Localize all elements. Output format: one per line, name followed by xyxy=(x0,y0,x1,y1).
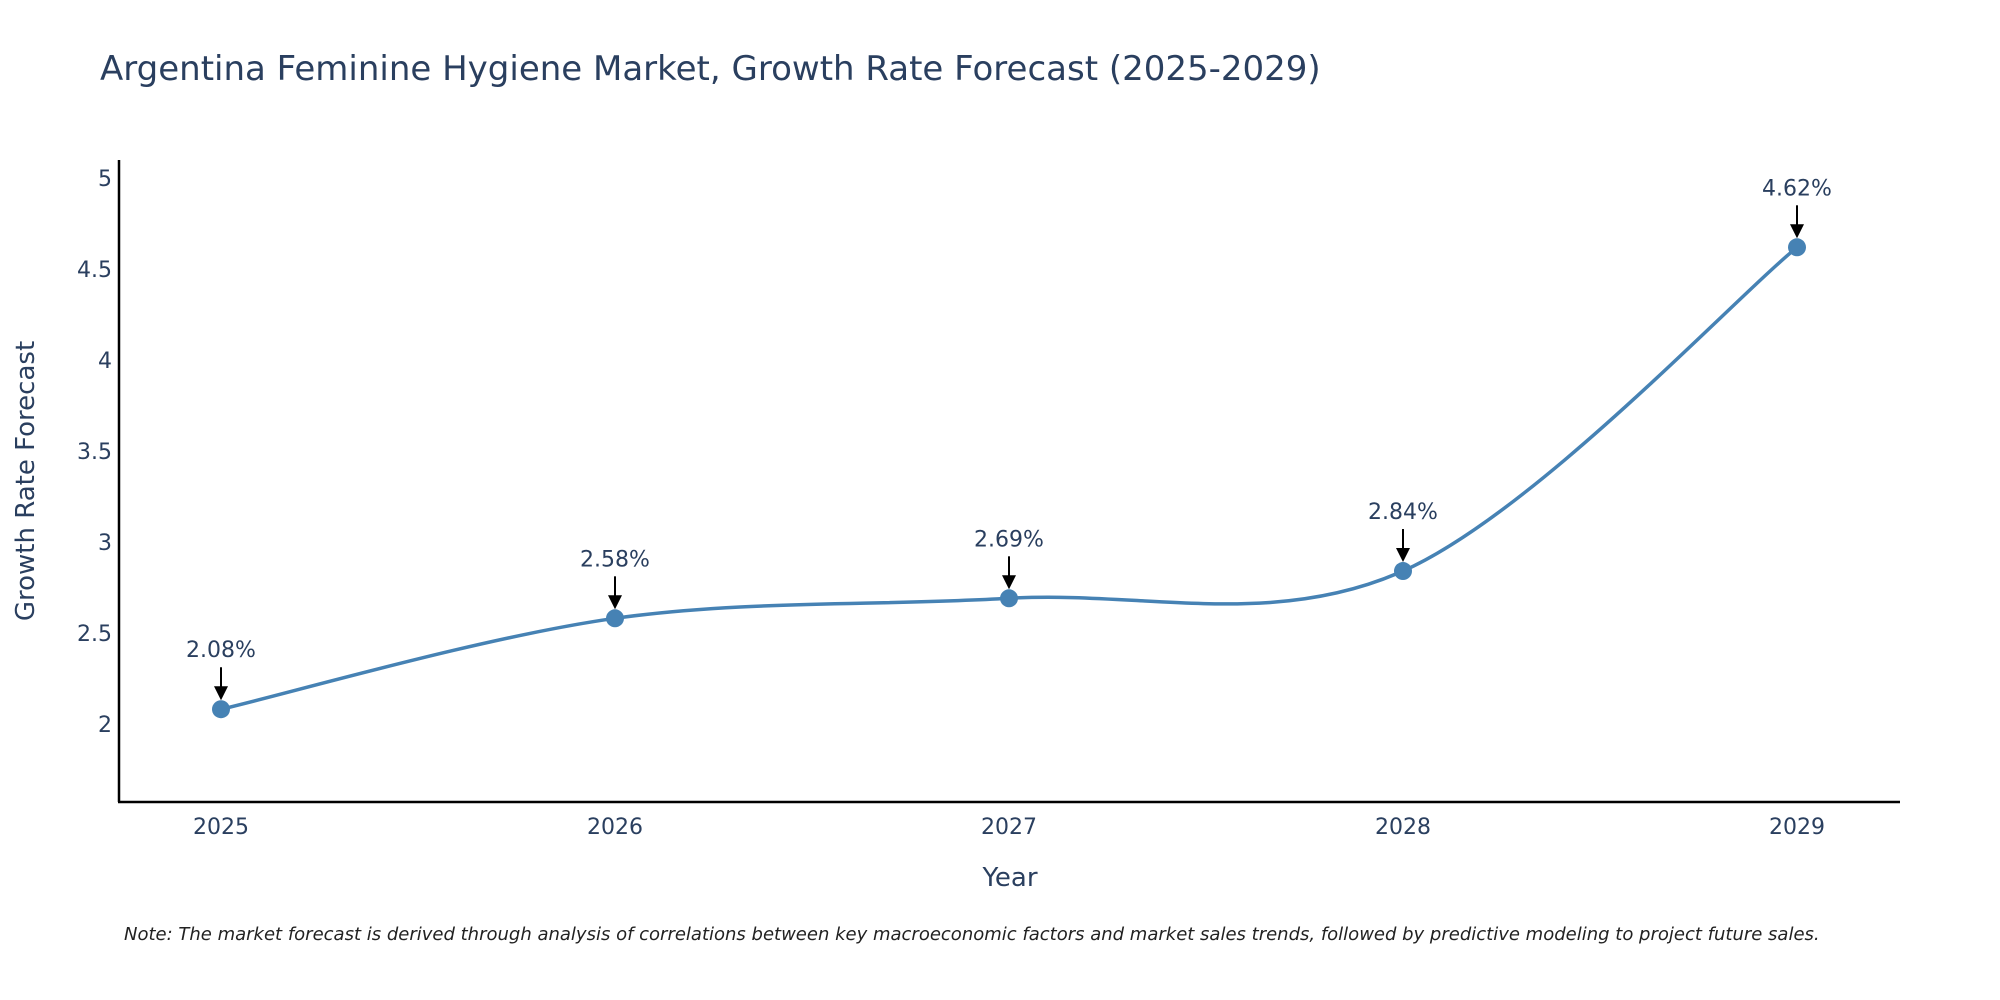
x-tick-label: 2027 xyxy=(981,815,1037,840)
y-tick-label: 2.5 xyxy=(77,622,112,647)
x-tick-label: 2025 xyxy=(193,815,249,840)
data-label: 2.58% xyxy=(580,547,650,572)
y-tick-label: 4.5 xyxy=(77,258,112,283)
annotation-arrow-head xyxy=(608,595,622,610)
y-tick-label: 3 xyxy=(98,531,112,556)
data-points xyxy=(212,238,1806,719)
data-point-marker xyxy=(212,700,230,719)
annotation-arrow-head xyxy=(1002,575,1016,590)
data-point-marker xyxy=(1788,238,1806,257)
y-tick-label: 2 xyxy=(98,713,112,738)
x-tick-label: 2028 xyxy=(1375,815,1431,840)
annotation-arrow-head xyxy=(1396,548,1410,563)
data-label: 2.69% xyxy=(974,527,1044,552)
series-line xyxy=(220,245,1799,711)
data-label: 2.84% xyxy=(1368,500,1438,525)
x-tick-label: 2026 xyxy=(587,815,643,840)
y-axis-title: Growth Rate Forecast xyxy=(11,341,41,621)
y-axis-ticks: 2 2.5 3 3.5 4 4.5 5 xyxy=(77,167,112,738)
footnote: Note: The market forecast is derived thr… xyxy=(124,924,1820,945)
y-tick-label: 4 xyxy=(98,349,112,374)
data-point-marker xyxy=(1000,589,1018,608)
y-tick-label: 5 xyxy=(98,167,112,192)
data-point-marker xyxy=(606,609,624,628)
x-axis-ticks: 2025 2026 2027 2028 2029 xyxy=(193,815,1825,840)
data-point-marker xyxy=(1394,562,1412,581)
data-labels: 2.08% 2.58% 2.69% 2.84% 4.62% xyxy=(186,176,1832,701)
y-tick-label: 3.5 xyxy=(77,440,112,465)
x-tick-label: 2029 xyxy=(1769,815,1825,840)
data-label: 4.62% xyxy=(1762,176,1832,201)
data-label: 2.08% xyxy=(186,638,256,663)
annotation-arrow-head xyxy=(1790,224,1804,239)
annotation-arrow-head xyxy=(214,686,228,701)
x-axis-title: Year xyxy=(981,863,1037,893)
chart-title: Argentina Feminine Hygiene Market, Growt… xyxy=(100,49,1321,89)
